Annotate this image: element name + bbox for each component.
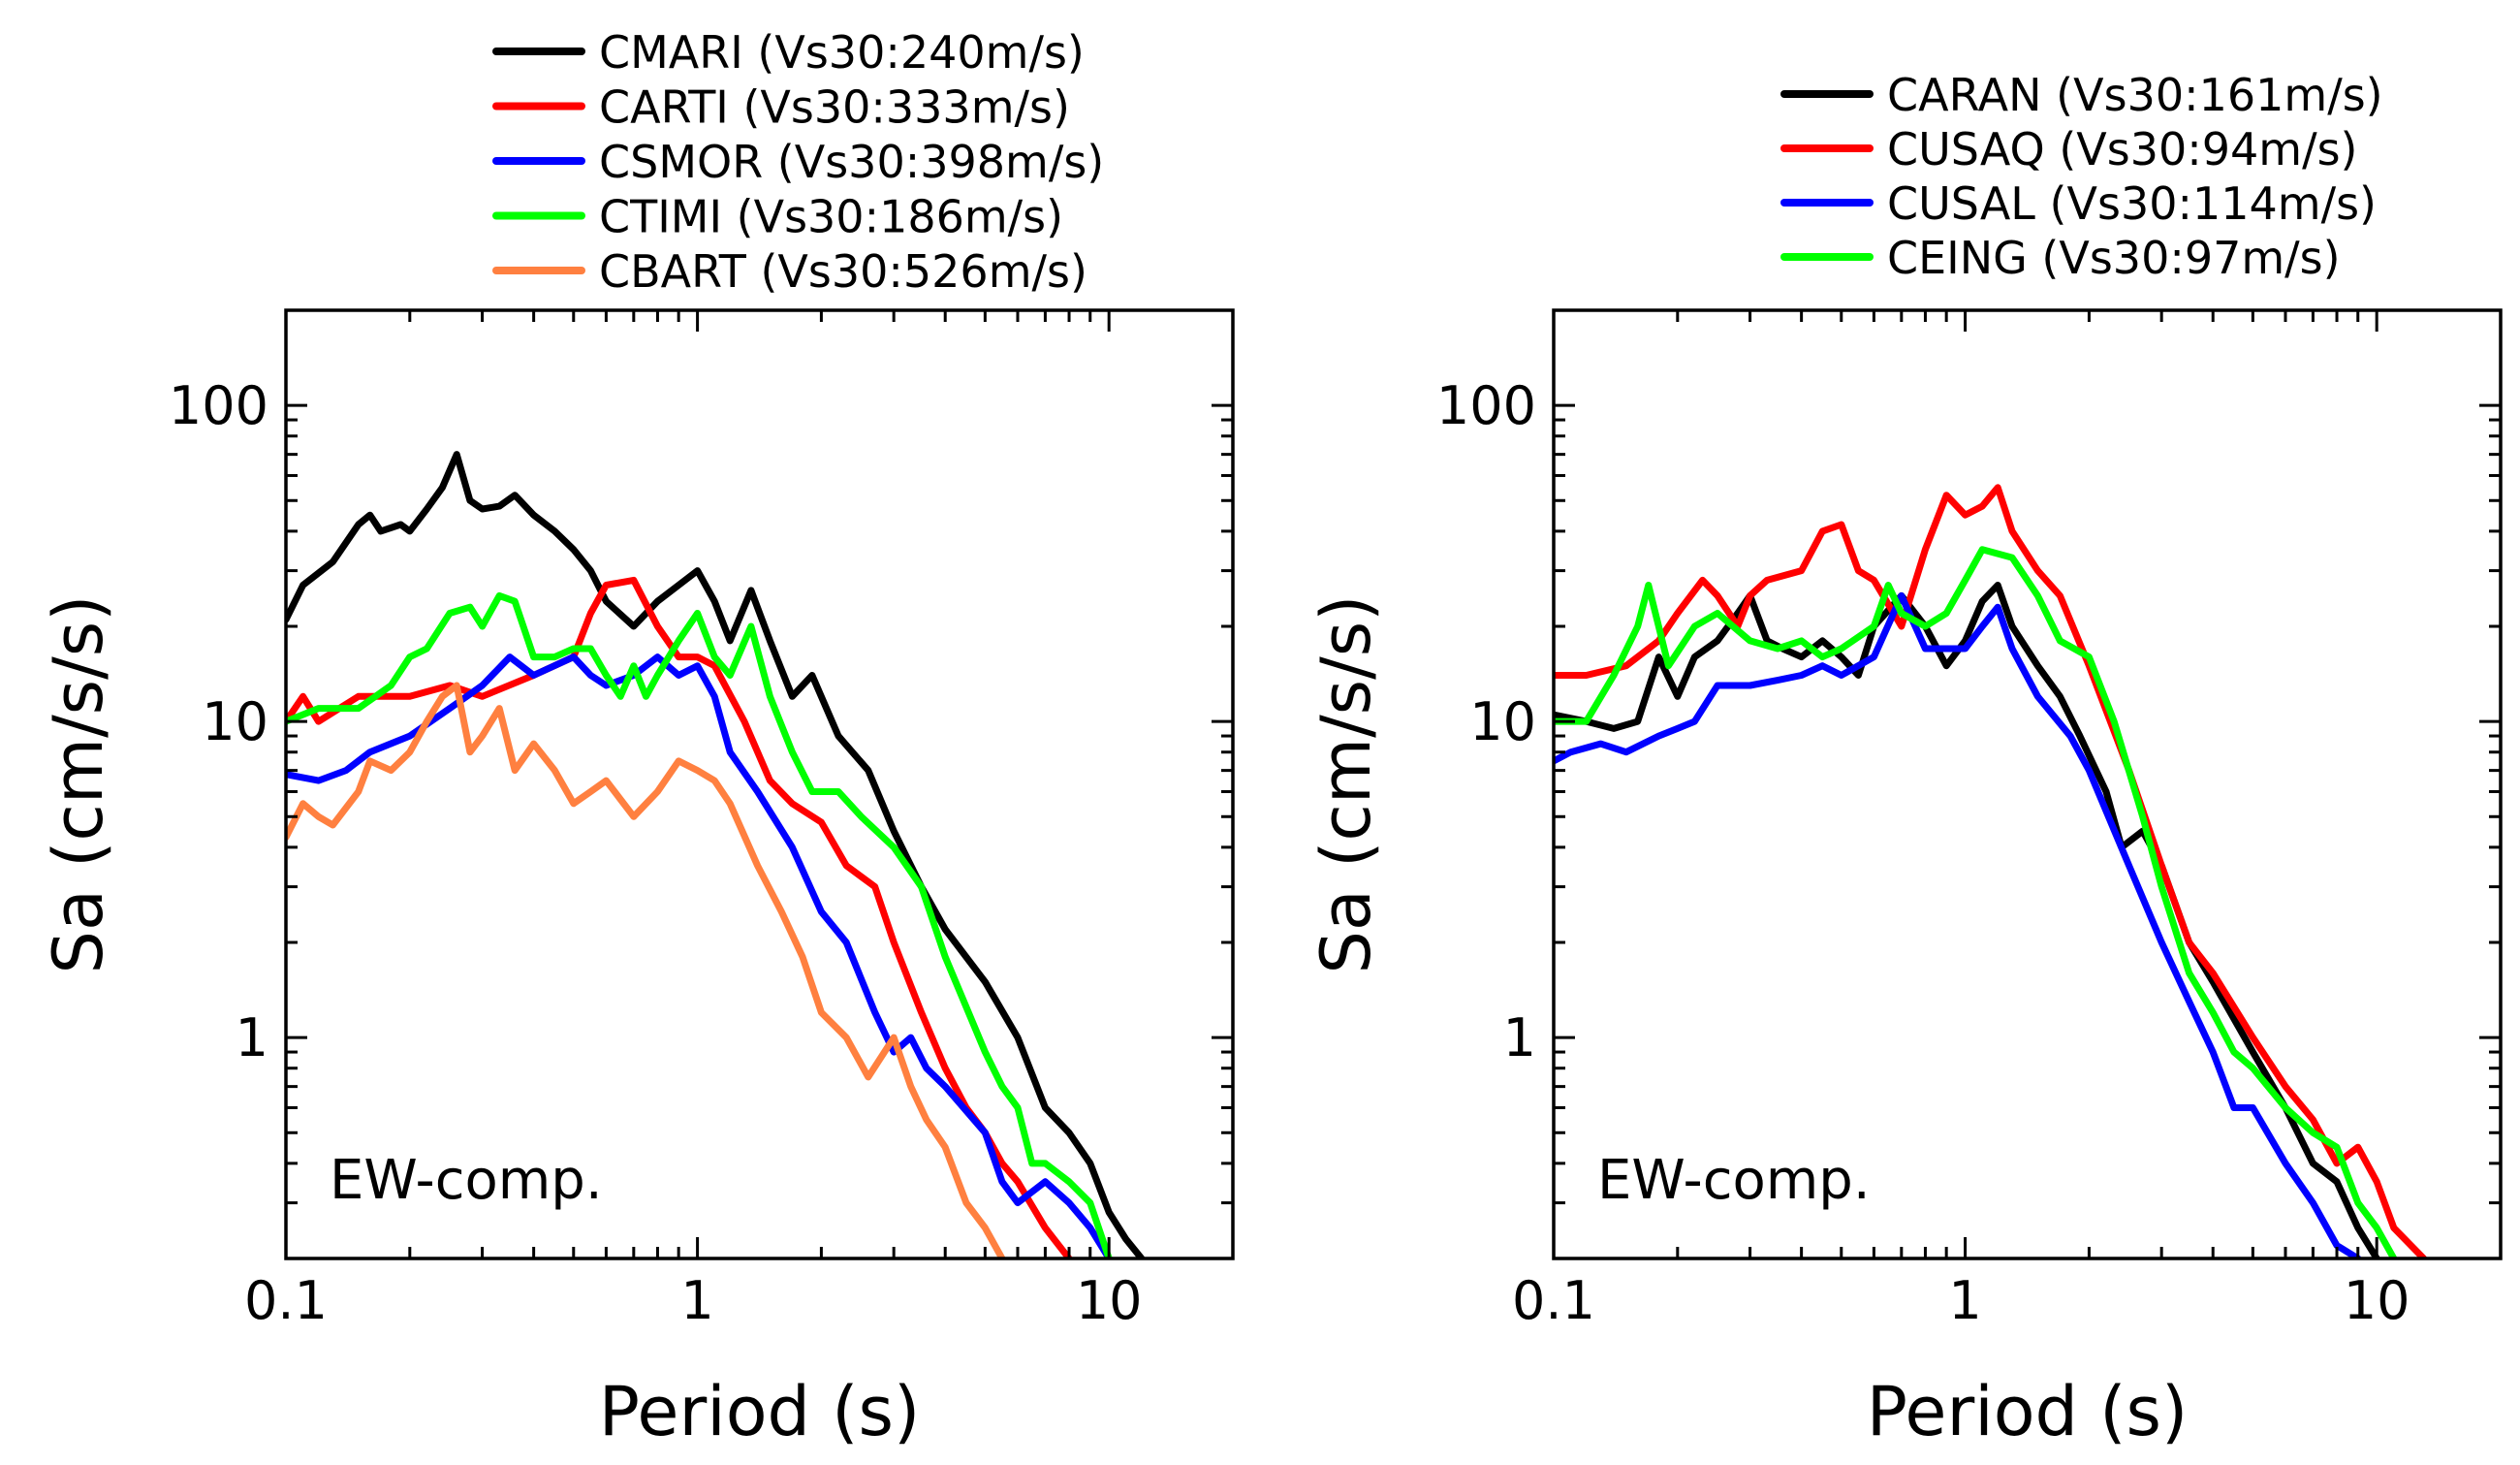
- legend-label: CSMOR (Vs30:398m/s): [599, 136, 1104, 188]
- x-tick-label: 0.1: [244, 1270, 328, 1331]
- component-annotation: EW-comp.: [1597, 1149, 1871, 1212]
- axes-frame: [284, 308, 1235, 1260]
- legend: CMARI (Vs30:240m/s)CARTI (Vs30:333m/s)CS…: [492, 26, 1104, 298]
- legend-label: CARTI (Vs30:333m/s): [599, 81, 1070, 134]
- component-annotation: EW-comp.: [330, 1149, 603, 1212]
- y-tick-label: 100: [169, 375, 268, 436]
- legend: CARAN (Vs30:161m/s)CUSAQ (Vs30:94m/s)CUS…: [1780, 69, 2383, 284]
- series-line-cmari: [286, 451, 1146, 1258]
- series-line-cusal: [1554, 591, 2362, 1258]
- legend-label: CBART (Vs30:526m/s): [599, 245, 1087, 298]
- x-tick-label: 1: [680, 1270, 713, 1331]
- y-tick-label: 1: [236, 1007, 268, 1068]
- axes-frame: [1552, 308, 2503, 1260]
- y-axis-label: Sa (cm/s/s): [1307, 595, 1386, 974]
- y-axis-label: Sa (cm/s/s): [39, 595, 118, 974]
- tick-marks: [1552, 308, 2503, 1260]
- plot-area: [286, 451, 1146, 1258]
- x-tick-label: 0.1: [1512, 1270, 1595, 1331]
- legend-label: CARAN (Vs30:161m/s): [1887, 69, 2383, 121]
- series-line-cbart: [286, 682, 1006, 1258]
- plot-area: [1554, 484, 2428, 1258]
- legend-label: CMARI (Vs30:240m/s): [599, 26, 1085, 79]
- legend-label: CTIMI (Vs30:186m/s): [599, 191, 1063, 243]
- x-tick-label: 1: [1948, 1270, 1981, 1331]
- legend-label: CEING (Vs30:97m/s): [1887, 232, 2341, 284]
- y-tick-label: 100: [1436, 375, 1536, 436]
- right-panel-ew-comp: 0.1 1 10 1 10 100 Period (s) Sa (cm/s/s) EW-comp…: [1307, 69, 2503, 1451]
- x-axis-label: Period (s): [599, 1372, 921, 1451]
- x-axis-label: Period (s): [1867, 1372, 2189, 1451]
- y-tick-label: 10: [202, 691, 268, 752]
- series-line-caran: [1554, 582, 2380, 1258]
- series-line-cusaq: [1554, 484, 2428, 1258]
- series-line-ceing: [1554, 546, 2398, 1258]
- x-tick-label: 10: [2344, 1270, 2410, 1331]
- legend-label: CUSAL (Vs30:114m/s): [1887, 177, 2377, 230]
- series-line-ctimi: [286, 591, 1113, 1258]
- y-tick-label: 1: [1503, 1007, 1536, 1068]
- tick-marks: [284, 308, 1235, 1260]
- legend-label: CUSAQ (Vs30:94m/s): [1887, 123, 2358, 175]
- y-tick-label: 10: [1469, 691, 1536, 752]
- series-line-csmor: [286, 653, 1113, 1258]
- left-panel-ew-comp: 0.1 1 10 1 10 100 Period (s) Sa (cm/s/s) EW-comp…: [39, 26, 1235, 1451]
- x-tick-label: 10: [1076, 1270, 1143, 1331]
